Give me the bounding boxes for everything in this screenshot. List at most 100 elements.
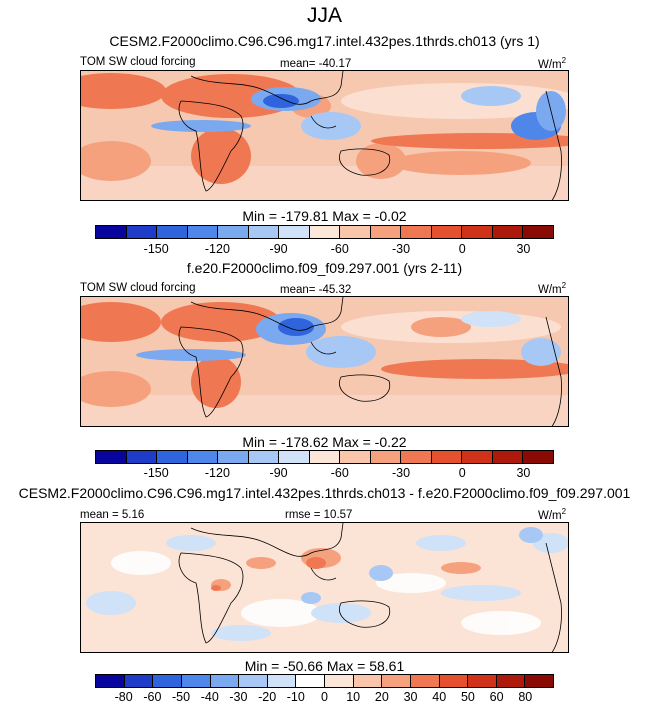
colorbar-box [496, 675, 526, 687]
colorbar-box [401, 451, 432, 463]
colorbar-box [523, 451, 553, 463]
colorbar-box [218, 226, 249, 238]
colorbar-box [382, 675, 411, 687]
colorbar-tick-label: 0 [458, 466, 466, 480]
panel1-variable-label: TOM SW cloud forcing [80, 56, 196, 68]
panel1-colorbar-ticks: -150 -120 -90 -60 -30 0 30 [0, 242, 649, 258]
colorbar-box [439, 675, 469, 687]
colorbar-box [525, 675, 553, 687]
colorbar-tick-label: 40 [432, 690, 447, 704]
colorbar-box [153, 675, 182, 687]
colorbar-box [353, 675, 383, 687]
colorbar-box [279, 451, 310, 463]
colorbar-tick-label: -60 [143, 690, 162, 704]
panel1-mean-label: mean= -40.17 [280, 58, 352, 70]
colorbar-box [468, 675, 497, 687]
panel3-rmse-label: rmse = 10.57 [285, 509, 353, 521]
colorbar-tick-label: -30 [391, 242, 411, 256]
colorbar-box [124, 675, 154, 687]
colorbar-box [370, 451, 402, 463]
colorbar-box [248, 451, 280, 463]
colorbar-tick-label: 0 [458, 242, 466, 256]
panel3-units: W/m2 [538, 507, 567, 522]
colorbar-box [210, 675, 240, 687]
colorbar-tick-label: 30 [516, 466, 531, 480]
colorbar-tick-label: -150 [143, 466, 169, 480]
colorbar-tick-label: -40 [200, 690, 219, 704]
colorbar-tick-label: 0 [321, 690, 328, 704]
colorbar-box [157, 226, 188, 238]
colorbar-box [267, 675, 297, 687]
colorbar-tick-label: -20 [258, 690, 277, 704]
colorbar-box [410, 675, 440, 687]
colorbar-box [296, 675, 325, 687]
colorbar-box [96, 226, 127, 238]
colorbar-tick-label: 80 [518, 690, 533, 704]
panel1-map [80, 70, 569, 201]
colorbar-tick-label: -30 [391, 466, 411, 480]
panel2-colorbar [95, 450, 554, 464]
panel3-mean-label: mean = 5.16 [80, 509, 145, 521]
colorbar-tick-label: 30 [516, 242, 531, 256]
panel2-map [80, 296, 569, 427]
colorbar-box [248, 226, 280, 238]
panel2-case-title: f.e20.F2000climo.f09_f09.297.001 (yrs 2-… [186, 260, 463, 276]
panel3-map [80, 522, 569, 653]
colorbar-tick-label: -30 [229, 690, 248, 704]
panel3-case-title: CESM2.F2000climo.C96.C96.mg17.intel.432p… [18, 485, 631, 501]
colorbar-tick-label: -50 [172, 690, 191, 704]
colorbar-box [462, 226, 493, 238]
colorbar-tick-label: 60 [489, 690, 504, 704]
colorbar-tick-label: 30 [403, 690, 418, 704]
colorbar-box [187, 226, 219, 238]
colorbar-box [462, 451, 493, 463]
panel3-colorbar-ticks: -80 -60 -50 -40 -30 -20 -10 0 10 20 30 40 50 60 80 [0, 690, 649, 706]
colorbar-box [431, 226, 463, 238]
panel3-minmax: Min = -50.66 Max = 58.61 [244, 658, 405, 674]
panel1-colorbar [95, 225, 554, 239]
colorbar-box [492, 451, 524, 463]
colorbar-tick-label: -80 [114, 690, 133, 704]
panel2-mean-label: mean= -45.32 [280, 284, 352, 296]
panel3-colorbar [95, 674, 554, 688]
panel2-variable-label: TOM SW cloud forcing [80, 282, 196, 294]
panel1-minmax: Min = -179.81 Max = -0.02 [242, 208, 407, 224]
colorbar-box [309, 226, 341, 238]
panel2-colorbar-ticks: -150 -120 -90 -60 -30 0 30 [0, 466, 649, 482]
colorbar-box [96, 675, 125, 687]
colorbar-box [309, 451, 341, 463]
panel2-minmax: Min = -178.62 Max = -0.22 [242, 434, 407, 450]
colorbar-tick-label: -150 [143, 242, 169, 256]
colorbar-box [279, 226, 310, 238]
colorbar-box [340, 451, 371, 463]
colorbar-box [126, 226, 158, 238]
colorbar-box [431, 451, 463, 463]
colorbar-tick-label: 20 [374, 690, 389, 704]
colorbar-box [157, 451, 188, 463]
colorbar-box [96, 451, 127, 463]
colorbar-box [401, 226, 432, 238]
colorbar-tick-label: -120 [204, 242, 230, 256]
main-title: JJA [306, 4, 342, 27]
colorbar-box [340, 226, 371, 238]
colorbar-box [523, 226, 553, 238]
colorbar-tick-label: -120 [204, 466, 230, 480]
colorbar-box [187, 451, 219, 463]
colorbar-tick-label: 10 [346, 690, 361, 704]
panel1-units: W/m2 [538, 56, 567, 71]
colorbar-box [370, 226, 402, 238]
colorbar-tick-label: -10 [286, 690, 305, 704]
colorbar-tick-label: -90 [269, 466, 288, 480]
colorbar-tick-label: -60 [330, 466, 349, 480]
colorbar-box [239, 675, 268, 687]
colorbar-box [218, 451, 249, 463]
colorbar-tick-label: -60 [330, 242, 349, 256]
colorbar-box [126, 451, 158, 463]
colorbar-box [325, 675, 354, 687]
colorbar-box [181, 675, 211, 687]
colorbar-box [492, 226, 524, 238]
panel2-units: W/m2 [538, 281, 567, 296]
colorbar-tick-label: -90 [269, 242, 288, 256]
colorbar-tick-label: 50 [460, 690, 475, 704]
panel1-case-title: CESM2.F2000climo.C96.C96.mg17.intel.432p… [109, 33, 540, 49]
